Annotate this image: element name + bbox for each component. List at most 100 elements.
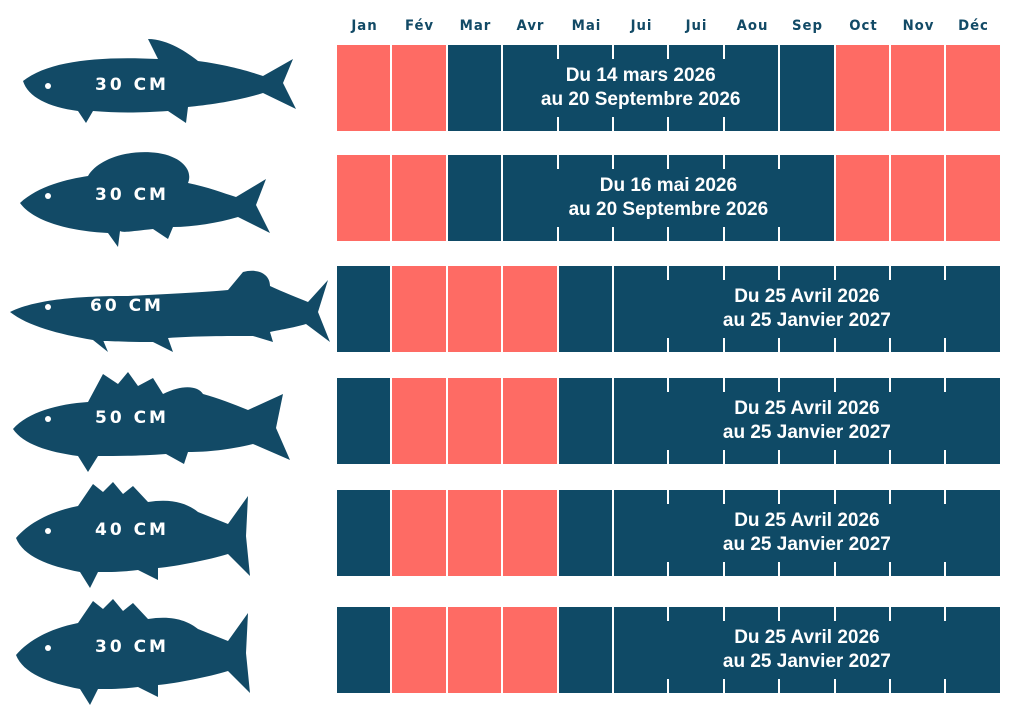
month-tick	[778, 607, 781, 621]
month-cell-closed	[337, 155, 391, 241]
min-size-label: 30 CM	[95, 185, 169, 205]
month-tick	[889, 338, 891, 352]
month-label: Sep	[792, 18, 824, 34]
month-tick	[889, 562, 891, 576]
min-size-label: 60 CM	[90, 296, 164, 316]
month-tick	[667, 45, 670, 59]
month-tick	[667, 378, 670, 392]
period-end: au 25 Janvier 2027	[722, 534, 891, 555]
month-tick	[667, 266, 670, 280]
month-label: Mai	[571, 18, 601, 34]
month-tick	[667, 227, 670, 241]
min-size-label: 30 CM	[95, 75, 169, 95]
month-tick	[778, 490, 781, 504]
month-tick	[778, 155, 781, 169]
month-tick	[611, 227, 614, 241]
month-tick	[778, 266, 781, 280]
month-tick	[833, 266, 836, 280]
month-cell-open	[558, 266, 612, 352]
month-tick	[722, 607, 725, 621]
species-row: 60 CM Du 25 Avril 2026 au 25 Janvier 2027	[0, 266, 1024, 352]
month-tick	[833, 562, 836, 576]
month-tick	[611, 45, 614, 59]
month-tick	[944, 562, 947, 576]
zander-icon	[8, 364, 338, 474]
month-cell-open	[337, 266, 391, 352]
month-tick	[944, 607, 947, 621]
month-tick	[778, 227, 781, 241]
month-cell-closed	[946, 155, 1000, 241]
month-cell-closed	[392, 490, 446, 576]
month-cell-closed	[891, 45, 945, 131]
period-start: Du 25 Avril 2026	[734, 510, 880, 531]
month-tick	[944, 679, 947, 693]
season-period: Du 25 Avril 2026 au 25 Janvier 2027	[614, 266, 1000, 352]
month-tick	[556, 155, 559, 169]
species-row: 30 CM Du 25 Avril 2026 au 25 Janvier 2027	[0, 599, 1024, 705]
month-tick	[944, 378, 947, 392]
month-label: Déc	[958, 18, 990, 34]
month-tick	[889, 378, 891, 392]
month-tick	[667, 679, 670, 693]
month-tick	[667, 450, 670, 464]
month-cell-closed	[447, 490, 502, 576]
month-cell-open	[780, 45, 834, 131]
month-cell-closed	[392, 378, 446, 464]
month-tick	[667, 490, 670, 504]
month-tick	[778, 450, 781, 464]
month-tick	[778, 338, 781, 352]
min-size-label: 30 CM	[95, 637, 169, 657]
month-tick	[722, 45, 725, 59]
month-cell-closed	[503, 266, 557, 352]
month-tick	[722, 490, 725, 504]
month-tick	[722, 562, 725, 576]
month-cell-closed	[503, 490, 557, 576]
month-label: Jui	[630, 18, 653, 34]
month-cell-closed	[392, 266, 446, 352]
month-cell-closed	[503, 378, 557, 464]
month-tick	[833, 378, 836, 392]
season-period: Du 14 mars 2026 au 20 Septembre 2026	[503, 45, 779, 131]
perch-icon	[8, 476, 338, 588]
month-tick	[944, 338, 947, 352]
month-tick	[889, 679, 891, 693]
month-cell-open	[447, 155, 502, 241]
month-cell-closed	[337, 45, 391, 131]
month-tick	[833, 607, 836, 621]
period-end: au 20 Septembre 2026	[540, 89, 741, 110]
month-tick	[667, 607, 670, 621]
month-tick	[778, 378, 781, 392]
month-cell-closed	[835, 155, 889, 241]
month-label: Jui	[685, 18, 708, 34]
month-tick	[556, 227, 559, 241]
month-cell-closed	[503, 607, 557, 693]
month-cell-open	[337, 378, 391, 464]
month-tick	[778, 679, 781, 693]
month-tick	[889, 490, 891, 504]
month-tick	[722, 155, 725, 169]
month-tick	[667, 155, 670, 169]
month-tick	[833, 450, 836, 464]
month-label: Mar	[459, 18, 492, 34]
period-start: Du 25 Avril 2026	[734, 398, 880, 419]
season-period: Du 25 Avril 2026 au 25 Janvier 2027	[614, 490, 1000, 576]
min-size-label: 50 CM	[95, 408, 169, 428]
month-cell-closed	[946, 45, 1000, 131]
month-label: Oct	[848, 18, 878, 34]
perch-icon	[8, 593, 338, 705]
species-row: 30 CM Du 14 mars 2026 au 20 Septembre 2026	[0, 39, 1024, 131]
month-label: Jan	[351, 18, 378, 34]
month-cell-closed	[447, 607, 502, 693]
period-end: au 20 Septembre 2026	[568, 199, 769, 220]
period-start: Du 14 mars 2026	[565, 65, 716, 86]
period-end: au 25 Janvier 2027	[722, 310, 891, 331]
season-period: Du 16 mai 2026 au 20 Septembre 2026	[503, 155, 834, 241]
species-row: 30 CM Du 16 mai 2026 au 20 Septembre 2026	[0, 152, 1024, 247]
month-cell-open	[558, 378, 612, 464]
month-cell-open	[558, 490, 612, 576]
month-tick	[667, 562, 670, 576]
month-tick	[889, 450, 891, 464]
min-size-label: 40 CM	[95, 520, 169, 540]
month-tick	[611, 117, 614, 131]
season-period: Du 25 Avril 2026 au 25 Janvier 2027	[614, 378, 1000, 464]
